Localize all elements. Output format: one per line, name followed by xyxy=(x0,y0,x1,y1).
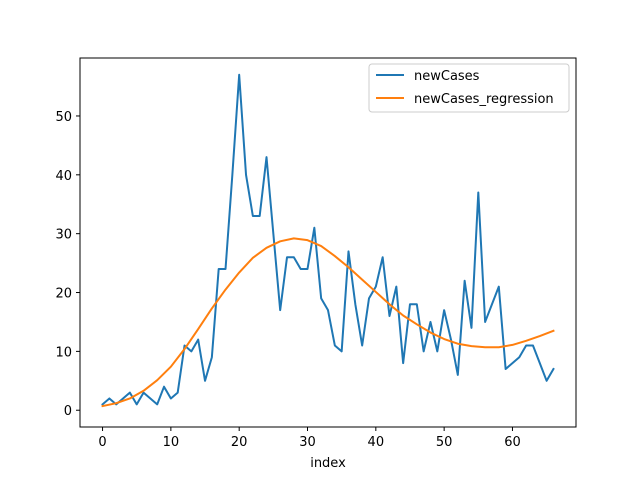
legend-box xyxy=(368,63,570,113)
y-axis-ticks: 0 10 20 30 40 50 xyxy=(55,110,80,419)
x-tick-label: 0 xyxy=(98,435,106,450)
x-tick-label: 40 xyxy=(368,435,385,450)
x-tick-label: 30 xyxy=(299,435,316,450)
x-axis-label: index xyxy=(310,456,346,471)
y-tick-label: 30 xyxy=(55,228,72,243)
x-tick-label: 20 xyxy=(231,435,248,450)
series-line-newCases-regression xyxy=(101,237,555,408)
series-line-newCases xyxy=(101,73,555,406)
y-tick-label: 20 xyxy=(55,287,72,302)
axes-frame xyxy=(79,57,577,428)
x-tick-label: 10 xyxy=(163,435,180,450)
y-tick-label: 50 xyxy=(55,110,72,125)
legend-label-newCases: newCases xyxy=(414,69,480,84)
plot-layer xyxy=(101,73,555,408)
x-axis-ticks: 0 10 20 30 40 50 60 xyxy=(98,427,521,450)
x-tick-label: 50 xyxy=(436,435,453,450)
legend-label-newCases-regression: newCases_regression xyxy=(414,92,554,107)
x-tick-label: 60 xyxy=(504,435,521,450)
legend: newCases newCases_regression xyxy=(368,63,570,113)
y-tick-label: 40 xyxy=(55,169,72,184)
y-tick-label: 0 xyxy=(64,404,72,419)
y-tick-label: 10 xyxy=(55,345,72,360)
